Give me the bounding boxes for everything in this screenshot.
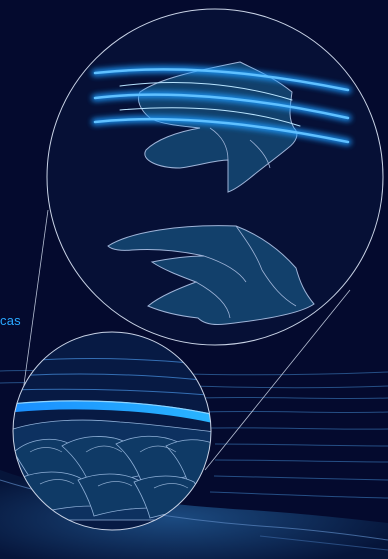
edge-label: cas bbox=[0, 313, 21, 328]
flow-bands bbox=[91, 65, 352, 146]
lower-flake bbox=[107, 225, 315, 325]
detail-bright-band bbox=[13, 400, 211, 425]
floor-edge-2 bbox=[259, 535, 388, 551]
floor-surface bbox=[0, 470, 388, 559]
detail-circle bbox=[12, 331, 212, 531]
magnified-circle bbox=[46, 8, 384, 346]
detail-flake-ridges bbox=[29, 445, 189, 489]
